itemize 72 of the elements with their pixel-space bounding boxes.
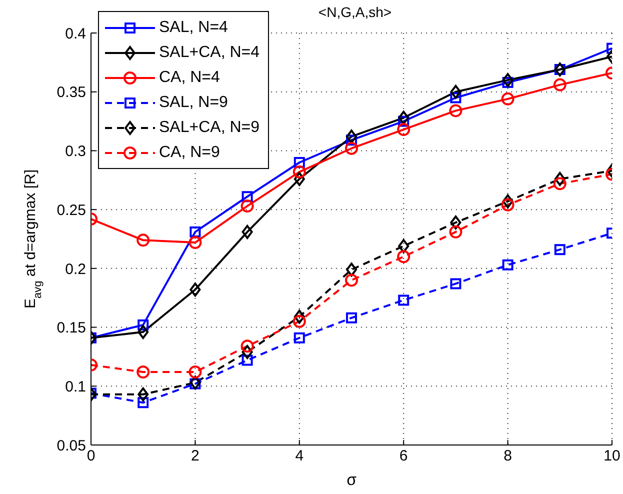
point <box>554 244 566 256</box>
point <box>346 130 357 144</box>
legend-label: SAL+CA, N=9 <box>159 118 260 136</box>
point <box>136 234 150 247</box>
y-tick-label: 0.4 <box>65 25 86 42</box>
point <box>138 397 149 408</box>
point <box>136 366 150 379</box>
point <box>190 378 201 390</box>
y-tick-label: 0.3 <box>65 143 86 160</box>
x-axis-title: σ <box>346 472 357 489</box>
point <box>242 354 253 366</box>
point <box>502 73 514 88</box>
point <box>397 123 410 136</box>
point <box>190 282 201 297</box>
y-tick-label: 0.1 <box>65 378 86 396</box>
point <box>398 294 410 306</box>
point <box>449 104 462 118</box>
point <box>398 110 410 125</box>
point <box>188 236 202 250</box>
x-tick-label: 0 <box>86 448 96 465</box>
y-tick-label: 0.2 <box>65 260 86 278</box>
point <box>242 191 253 202</box>
y-tick-label: 0.15 <box>56 320 86 337</box>
point <box>501 198 514 212</box>
point <box>450 216 462 230</box>
point <box>450 278 462 290</box>
y-tick-label: 0.25 <box>56 202 86 219</box>
y-tick-label: 0.05 <box>56 437 86 454</box>
legend-label: SAL+CA, N=4 <box>159 44 260 62</box>
point <box>450 92 462 104</box>
point <box>554 172 566 186</box>
point <box>450 84 462 99</box>
point <box>346 312 357 324</box>
chart-title: <N,G,A,sh> <box>317 4 393 20</box>
point <box>242 345 253 360</box>
y-tick-label: 0.35 <box>56 84 86 102</box>
point <box>138 387 149 402</box>
x-tick-label: 10 <box>604 448 620 465</box>
legend-label: SAL, N=4 <box>159 18 228 36</box>
point <box>138 319 149 330</box>
point <box>292 165 306 178</box>
x-tick-label: 6 <box>399 448 408 465</box>
x-tick-label: 2 <box>191 448 200 465</box>
point <box>501 92 514 106</box>
point <box>345 142 358 155</box>
point <box>292 314 306 328</box>
point <box>294 332 305 344</box>
point <box>190 376 201 390</box>
point <box>240 200 254 213</box>
point <box>398 239 410 254</box>
point <box>346 262 357 277</box>
point <box>449 225 462 238</box>
point <box>294 310 305 324</box>
point <box>294 172 305 186</box>
legend-label: CA, N=9 <box>159 144 220 162</box>
point <box>190 226 201 238</box>
point <box>502 259 514 270</box>
point <box>553 78 566 92</box>
point <box>138 324 149 339</box>
point <box>502 194 514 208</box>
point <box>502 76 514 88</box>
point <box>345 274 358 287</box>
point <box>188 366 202 379</box>
x-tick-label: 8 <box>504 448 512 465</box>
legend-label: CA, N=4 <box>159 68 220 86</box>
legend-label: SAL, N=9 <box>159 94 228 112</box>
point <box>242 224 253 239</box>
point <box>240 340 254 353</box>
x-tick-label: 4 <box>295 448 304 465</box>
point <box>397 250 410 264</box>
point <box>553 177 566 190</box>
point <box>294 156 305 168</box>
